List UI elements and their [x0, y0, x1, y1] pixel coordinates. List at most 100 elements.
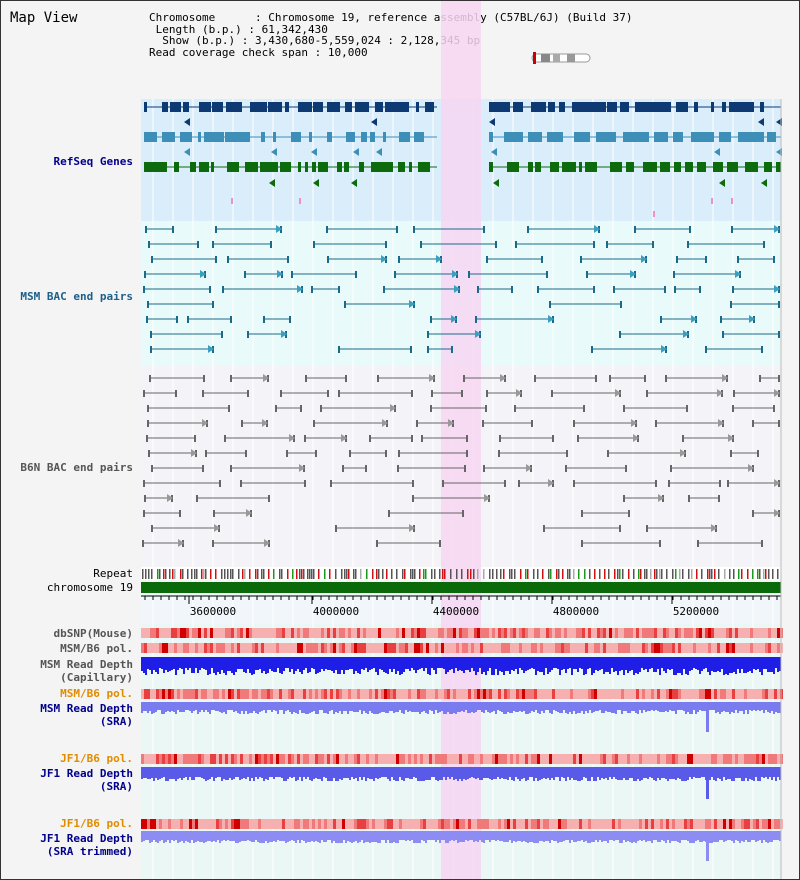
depth-bar	[201, 657, 203, 668]
polymorphism-cell	[258, 819, 261, 829]
polymorphism-cell	[735, 689, 738, 699]
polymorphism-cell	[738, 689, 741, 699]
polymorphism-cell	[714, 689, 717, 699]
jf1-pol-label-2[interactable]: JF1/B6 pol.	[60, 817, 133, 830]
depth-bar	[737, 657, 739, 669]
depth-bar	[431, 657, 433, 668]
depth-bar	[211, 831, 213, 842]
gene-exon	[398, 102, 409, 112]
gene-marker	[653, 211, 655, 217]
depth-bar	[197, 831, 199, 841]
depth-bar	[687, 702, 689, 712]
depth-bar	[699, 767, 701, 778]
depth-bar	[259, 657, 261, 669]
depth-bar	[363, 767, 365, 777]
depth-bar	[671, 767, 673, 779]
polymorphism-cell	[225, 819, 228, 829]
depth-bar	[465, 831, 467, 840]
polymorphism-cell	[465, 819, 468, 829]
depth-bar	[351, 831, 353, 843]
bac-end-marker	[722, 331, 724, 338]
depth-bar	[643, 702, 645, 710]
polymorphism-cell	[141, 754, 144, 764]
depth-bar	[673, 702, 675, 711]
depth-bar	[383, 702, 385, 712]
polymorphism-cell	[702, 643, 705, 653]
repeat-mark	[628, 569, 630, 579]
depth-bar	[211, 657, 213, 668]
polymorphism-cell	[246, 754, 249, 764]
bac-end-marker	[230, 316, 232, 323]
msm-b6-pol-label-2[interactable]: MSM/B6 pol.	[60, 687, 133, 700]
depth-bar	[405, 657, 407, 669]
polymorphism-cell	[729, 689, 732, 699]
msm-depth-capillary-label[interactable]: MSM Read Depth (Capillary)	[40, 658, 133, 684]
polymorphism-cell	[399, 628, 402, 638]
polymorphism-cell	[534, 689, 537, 699]
depth-bar	[553, 767, 555, 780]
depth-bar	[445, 767, 447, 780]
bac-arrow-icon	[299, 464, 305, 472]
jf1-pol-label-1[interactable]: JF1/B6 pol.	[60, 752, 133, 765]
depth-bar	[327, 657, 329, 670]
b6n-bac-label[interactable]: B6N BAC end pairs	[20, 461, 133, 474]
depth-bar	[417, 702, 419, 712]
repeat-mark	[148, 569, 150, 579]
depth-bar	[735, 657, 737, 674]
polymorphism-cell	[384, 754, 387, 764]
repeat-mark	[511, 569, 513, 579]
depth-bar	[713, 657, 715, 672]
polymorphism-cell	[549, 819, 552, 829]
polymorphism-cell	[525, 689, 528, 699]
depth-bar	[587, 657, 589, 669]
depth-bar	[689, 702, 691, 714]
gene-exon	[273, 132, 276, 142]
bac-end-marker	[143, 390, 145, 397]
msm-b6-pol-label-1[interactable]: MSM/B6 pol.	[60, 642, 133, 655]
refseq-genes-label[interactable]: RefSeq Genes	[53, 155, 133, 168]
jf1-trimmed-label[interactable]: JF1 Read Depth (SRA trimmed)	[40, 832, 133, 858]
polymorphism-cell	[693, 754, 696, 764]
depth-bar	[591, 657, 593, 675]
polymorphism-cell	[351, 643, 354, 653]
msm-depth-sra-label[interactable]: MSM Read Depth (SRA)	[40, 702, 133, 728]
depth-bar	[757, 657, 759, 669]
depth-bar	[641, 702, 643, 713]
polymorphism-cell	[480, 819, 483, 829]
polymorphism-cell	[549, 754, 552, 764]
depth-bar	[523, 702, 525, 711]
polymorphism-cell	[270, 689, 273, 699]
bac-arrow-icon	[475, 330, 481, 338]
gene-exon	[313, 102, 323, 112]
depth-bar	[619, 831, 621, 843]
polymorphism-cell	[282, 819, 285, 829]
jf1-depth-label[interactable]: JF1 Read Depth (SRA)	[40, 767, 133, 793]
polymorphism-cell	[171, 819, 174, 829]
dbsnp-label[interactable]: dbSNP(Mouse)	[53, 627, 133, 640]
depth-bar	[681, 657, 683, 675]
bac-end-marker	[778, 375, 780, 382]
depth-bar	[337, 831, 339, 843]
chromosome-ideogram-icon[interactable]	[531, 52, 591, 64]
depth-bar	[439, 657, 441, 668]
bac-arrow-icon	[390, 404, 396, 412]
depth-bar	[269, 831, 271, 842]
polymorphism-cell	[282, 643, 285, 653]
depth-bar	[185, 831, 187, 841]
polymorphism-cell	[504, 643, 507, 653]
depth-bar	[775, 657, 777, 668]
bac-arrow-icon	[262, 419, 268, 427]
polymorphism-cell	[297, 643, 300, 653]
depth-bar	[163, 831, 165, 843]
bac-end-marker	[396, 226, 398, 233]
depth-bar	[355, 831, 357, 841]
depth-bar	[339, 831, 341, 843]
polymorphism-cell	[171, 628, 174, 638]
msm-bac-label[interactable]: MSM BAC end pairs	[20, 290, 133, 303]
depth-bar	[359, 657, 361, 674]
polymorphism-cell	[630, 819, 633, 829]
polymorphism-cell	[582, 643, 585, 653]
depth-bar	[483, 831, 485, 843]
depth-bar	[461, 702, 463, 711]
